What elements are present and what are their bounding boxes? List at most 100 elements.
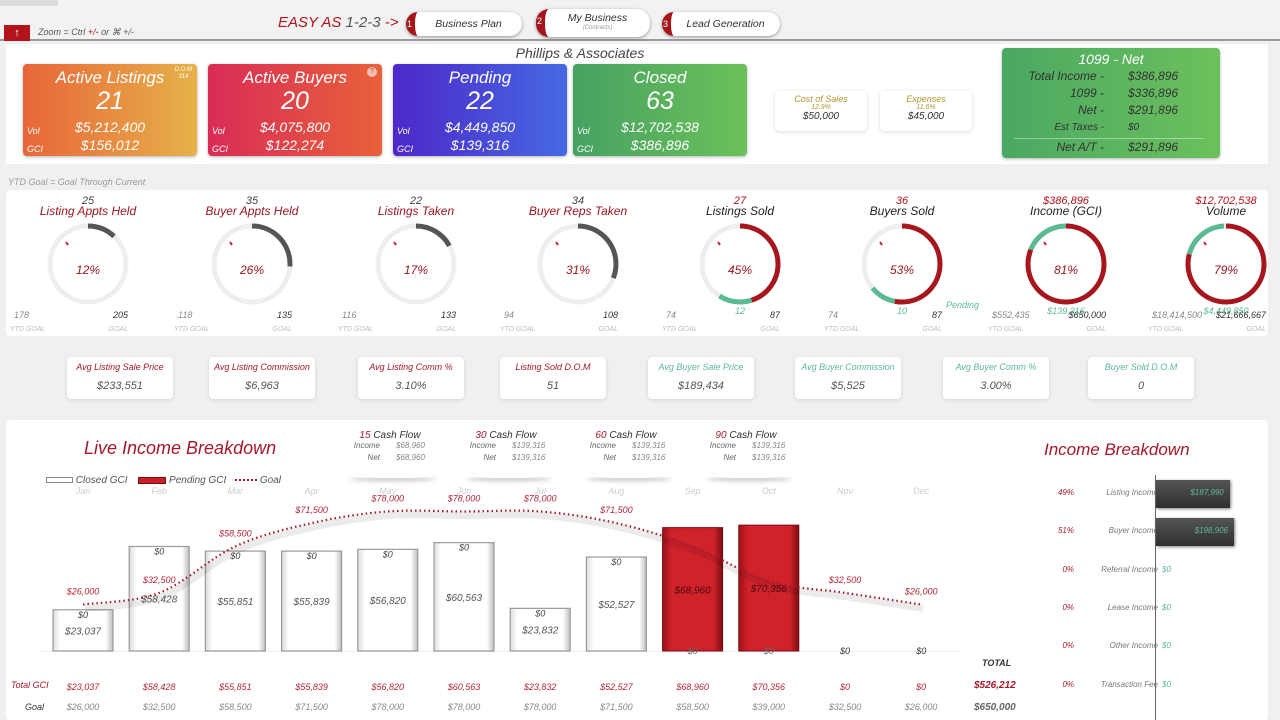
cash-flow-30: 30 Cash Flow Income $139,316 Net $139,316 xyxy=(456,430,556,474)
gauge-progress-arc xyxy=(211,223,293,305)
gauge-percent: 17% xyxy=(403,263,429,277)
month-label: Jun xyxy=(456,486,472,496)
scroll-up-button[interactable]: ↑ xyxy=(4,25,30,41)
pending-gci-bar[interactable] xyxy=(738,524,800,652)
income-category-label: Listing Income xyxy=(1106,488,1158,497)
gauge-goal: 135 xyxy=(276,310,292,320)
gauge-goal: 108 xyxy=(602,310,618,320)
closed-gci-bar[interactable] xyxy=(52,609,114,652)
goal-line xyxy=(82,509,922,606)
pending-zero-label: $0 xyxy=(458,543,469,553)
gauge-goal: 87 xyxy=(769,310,780,320)
nav-business-plan-button[interactable]: 1 Business Plan xyxy=(406,12,522,36)
total-gci-cell: $58,428 xyxy=(142,682,176,692)
goal-value-label: $78,000 xyxy=(447,493,481,503)
avg-stat-value: 3.00% xyxy=(980,380,1012,392)
expenses-box: Expenses 11.6% $45,000 xyxy=(880,91,972,131)
kpi-closed: Closed 63 Vol $12,702,538 GCI $386,896 xyxy=(573,64,747,156)
sheet-tab[interactable] xyxy=(0,0,58,6)
closed-gci-bar[interactable] xyxy=(128,545,190,652)
cash-flow-net-row: Net $139,316 xyxy=(603,453,666,462)
gauge-count: 22 xyxy=(409,195,423,207)
closed-gci-bar[interactable] xyxy=(281,550,343,652)
gauge-percent: 12% xyxy=(75,263,101,277)
goal-label: GOAL xyxy=(272,326,292,333)
closed-gci-bar[interactable] xyxy=(585,556,648,652)
legend-pending-swatch xyxy=(138,476,167,484)
avg-stat-box: Avg Buyer Commission $5,525 xyxy=(795,357,901,399)
avg-stat-box: Listing Sold D.O.M 51 xyxy=(500,357,606,399)
gauge-count: 34 xyxy=(571,195,585,207)
gauge-7: $12,702,538 Volume 79% $4,449,850 $18,414,50… xyxy=(1146,192,1280,336)
legend-goal-swatch xyxy=(235,479,258,482)
kpi-active-listings: Active Listings D.O.M 314 21 Vol $5,212,4… xyxy=(23,64,197,156)
closed-gci-bar[interactable] xyxy=(204,550,266,652)
pending-zero-label: $0 xyxy=(229,551,240,561)
cash-flow-heading: 30 Cash Flow xyxy=(475,430,537,441)
income-category-label: Referral Income xyxy=(1101,564,1158,574)
total-gci-cell: $0 xyxy=(839,682,850,692)
gauge-ytd-goal: 94 xyxy=(504,310,515,320)
avg-stat-value: 51 xyxy=(546,380,560,392)
goal-cell: $71,500 xyxy=(295,702,328,712)
avg-stat-box: Avg Listing Comm % 3.10% xyxy=(358,357,464,399)
bar-value-label: $58,428 xyxy=(140,595,178,606)
income-bar[interactable] xyxy=(1156,480,1230,508)
closed-gci-bar[interactable] xyxy=(433,542,495,652)
gauge-title: Buyers Sold xyxy=(869,204,935,218)
avg-stat-label: Avg Listing Commission xyxy=(214,362,310,372)
avg-stat-label: Avg Buyer Comm % xyxy=(955,362,1037,372)
dom-badge: D.O.M 314 xyxy=(174,67,192,80)
pending-zero-label: $0 xyxy=(306,551,317,561)
income-pct: 0% xyxy=(1062,564,1074,574)
income-category-label: Other Income xyxy=(1109,641,1158,651)
avg-stat-label: Avg Listing Comm % xyxy=(369,362,453,372)
gauge-ytd-goal: $18,414,500 xyxy=(1152,310,1203,320)
pending-gci-bar[interactable] xyxy=(662,527,724,652)
cash-flow-60: 60 Cash Flow Income $139,316 Net $139,316 xyxy=(576,430,676,474)
bar-value-label: $23,037 xyxy=(64,626,102,637)
gauge-pending-value: 10 xyxy=(896,306,907,316)
nav-lead-generation-button[interactable]: 3 Lead Generation xyxy=(662,12,780,36)
pending-zero-label: $0 xyxy=(610,557,621,567)
gauge-title: Volume xyxy=(1205,204,1247,218)
gauge-goal: $21,666,667 xyxy=(1215,310,1266,320)
cash-flow-15: 15 Cash Flow Income $68,960 Net $68,960 xyxy=(340,430,440,474)
cost-of-sales-box: Cost of Sales 12.9% $50,000 xyxy=(775,91,867,131)
gauge-2: 22 Listings Taken 17% 116 133 YTD GOAL GOAL xyxy=(336,192,496,336)
shadow xyxy=(706,474,792,478)
gauge-3: 34 Buyer Reps Taken 31% 94 108 YTD GOAL GOAL xyxy=(498,192,658,336)
goal-cell: $78,000 xyxy=(371,702,405,712)
income-breakdown-row: 0% Transaction Fee $0 xyxy=(1040,672,1270,696)
avg-stat-value: $6,963 xyxy=(245,380,279,392)
goal-line-shadow xyxy=(84,511,924,612)
goal-label: GOAL xyxy=(1246,326,1266,333)
income-bar[interactable] xyxy=(1156,518,1234,547)
nav-my-business-button[interactable]: 2 My Business (Contracts) xyxy=(536,9,650,37)
gauge-count: 27 xyxy=(733,195,747,207)
gauge-marker xyxy=(393,241,397,246)
total-gci-value: $526,212 xyxy=(974,680,1016,691)
goal-value-label: $58,500 xyxy=(675,528,709,538)
ytd-goal-label: YTD GOAL xyxy=(338,326,374,333)
closed-gci-bar[interactable] xyxy=(509,607,571,652)
goal-label: GOAL xyxy=(436,326,456,333)
avg-stat-label: Listing Sold D.O.M xyxy=(515,362,591,372)
closed-gci-bar[interactable] xyxy=(357,548,419,652)
goal-cell: $71,500 xyxy=(600,702,633,712)
help-icon[interactable]: ? xyxy=(367,67,377,77)
avg-stat-box: Avg Listing Sale Price $233,551 xyxy=(67,357,173,399)
bar-value-label: $0 xyxy=(915,646,926,656)
cash-flow-income-row: Income $139,316 xyxy=(469,441,546,450)
gauge-ytd-goal: 116 xyxy=(342,310,357,320)
gauge-ring xyxy=(1025,223,1107,305)
chart-legend: Closed GCI Pending GCI Goal xyxy=(46,475,281,486)
ytd-goal-label: YTD GOAL xyxy=(174,326,210,333)
breakdown-axis xyxy=(1155,475,1156,720)
gauge-percent: 81% xyxy=(1053,263,1079,277)
gauge-progress-arc xyxy=(375,223,457,305)
gauge-percent: 79% xyxy=(1213,263,1239,277)
goal-cell: $58,500 xyxy=(219,702,252,712)
income-value: $0 xyxy=(1162,679,1171,689)
pending-zero-label: $0 xyxy=(534,608,545,618)
